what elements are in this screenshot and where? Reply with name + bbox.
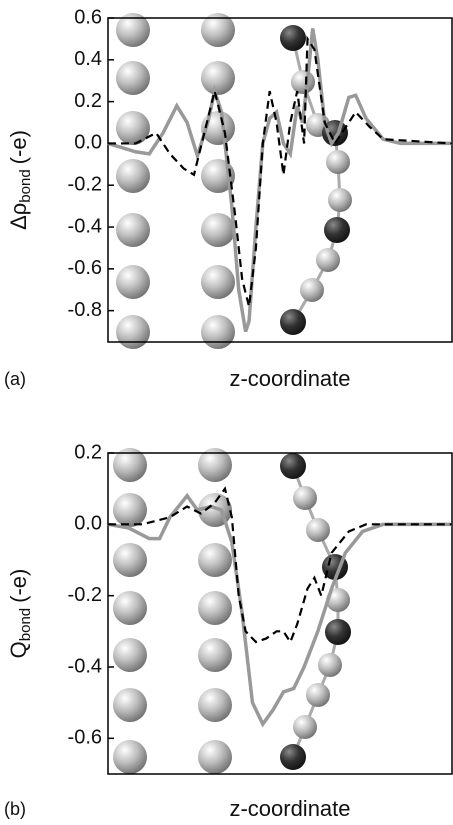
y-tick-label: -0.6 [68,727,102,749]
atom [280,25,306,51]
data-line [107,28,452,333]
atom [291,70,315,94]
y-tick-label: 0.0 [74,513,102,535]
panel-label: (a) [4,369,26,389]
atom [201,315,235,349]
atom [326,150,350,174]
plot-frame [107,17,453,343]
y-tick-label: 0.2 [74,90,102,112]
atom [113,591,147,625]
y-tick-label: -0.4 [68,655,102,677]
y-tick-label: 0.6 [74,6,102,28]
y-label-unit: (-e) [6,130,31,164]
data-line [108,486,452,645]
atom [113,688,147,722]
atom-chain-bond [291,37,342,323]
atom [306,518,330,542]
x-axis-label: z-coordinate [229,366,350,391]
atom [116,13,150,47]
atom [293,715,317,739]
atom-chain-bond [291,465,340,758]
atom [201,213,235,247]
y-tick-label: -0.2 [68,174,102,196]
atom [280,744,306,770]
y-tick-label: 0.4 [74,48,102,70]
y-tick-label: 0.0 [74,132,102,154]
y-axis-label: Qbond (-e) [6,569,34,659]
atom [328,188,352,212]
atom [116,111,150,145]
atom [113,543,147,577]
atom [324,217,350,243]
y-label-sub: bond [17,169,34,202]
y-tick-label: -0.4 [68,215,102,237]
atom [316,248,340,272]
atom [113,740,147,774]
y-axis-label: Δρbond (-e) [6,130,34,230]
y-tick-label: 0.2 [74,441,102,463]
atom [318,653,342,677]
y-label-sub: bond [17,608,34,641]
atom [280,453,306,479]
y-tick-label: -0.2 [68,584,102,606]
atom [113,638,147,672]
atom [198,591,232,625]
plot-frame [107,452,453,775]
atom [113,448,147,482]
atom [198,638,232,672]
atom [293,486,317,510]
atom [280,309,306,335]
atom [116,61,150,95]
atom [198,543,232,577]
panel-label: (b) [4,799,26,819]
atom [326,588,350,612]
atom [198,688,232,722]
atom [198,740,232,774]
atom [325,619,351,645]
data-line [108,35,453,307]
atom [201,61,235,95]
atom [198,448,232,482]
atom [116,265,150,299]
atom [116,213,150,247]
atom [116,159,150,193]
y-label-main: Q [6,641,31,658]
atom [113,493,147,527]
atom [116,315,150,349]
atom [300,278,324,302]
y-tick-label: -0.6 [68,257,102,279]
y-label-main: Δρ [6,203,31,230]
atom [306,683,330,707]
x-axis-label: z-coordinate [229,796,350,821]
atom [201,265,235,299]
atom [201,13,235,47]
data-line [107,492,452,728]
y-tick-label: -0.8 [68,299,102,321]
y-label-unit: (-e) [6,569,31,603]
